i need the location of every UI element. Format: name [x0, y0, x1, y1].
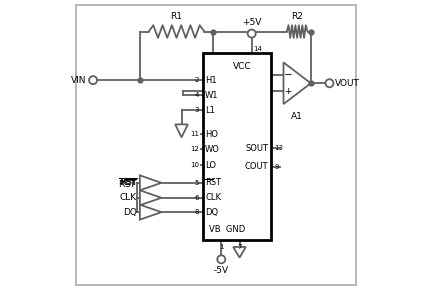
- Text: 14: 14: [253, 46, 262, 52]
- Polygon shape: [233, 247, 246, 258]
- Text: +5V: +5V: [242, 18, 261, 27]
- Text: L1: L1: [205, 106, 215, 115]
- Text: 10: 10: [190, 162, 199, 168]
- Text: -5V: -5V: [214, 266, 229, 275]
- Text: DQ: DQ: [205, 208, 218, 217]
- Text: HO: HO: [205, 130, 218, 139]
- Text: LO: LO: [205, 161, 216, 170]
- Text: VOUT: VOUT: [335, 79, 359, 88]
- Text: R2: R2: [291, 12, 303, 21]
- Text: +: +: [284, 87, 292, 96]
- Text: 7: 7: [237, 244, 242, 250]
- Text: −: −: [284, 70, 292, 80]
- Text: A1: A1: [291, 112, 303, 121]
- Text: 6: 6: [194, 195, 199, 201]
- Text: 2: 2: [195, 77, 199, 83]
- Text: VB  GND: VB GND: [209, 225, 245, 234]
- Text: 3: 3: [194, 107, 199, 113]
- Text: 9: 9: [275, 164, 279, 170]
- Circle shape: [217, 255, 226, 263]
- Polygon shape: [140, 190, 162, 205]
- Text: 11: 11: [190, 131, 199, 137]
- Text: DQ: DQ: [123, 208, 137, 217]
- Circle shape: [325, 79, 334, 87]
- Text: 13: 13: [275, 145, 283, 151]
- Text: RST: RST: [120, 178, 137, 187]
- Text: VCC: VCC: [233, 62, 251, 71]
- Polygon shape: [175, 124, 188, 137]
- Text: CLK: CLK: [205, 193, 221, 202]
- Circle shape: [89, 76, 97, 84]
- Polygon shape: [140, 205, 162, 220]
- Polygon shape: [140, 175, 162, 190]
- Bar: [203, 53, 270, 240]
- Circle shape: [248, 30, 256, 38]
- Text: CLK: CLK: [120, 193, 137, 202]
- Text: R1: R1: [171, 12, 182, 21]
- Text: VIN: VIN: [71, 76, 87, 85]
- Polygon shape: [283, 62, 311, 104]
- Text: 1: 1: [219, 244, 223, 250]
- Text: RST: RST: [205, 178, 221, 187]
- Text: COUT: COUT: [245, 162, 269, 171]
- Text: $\overline{\rm RST}$: $\overline{\rm RST}$: [118, 176, 137, 190]
- Text: 4: 4: [195, 92, 199, 98]
- Text: RST: RST: [119, 178, 137, 187]
- Text: SOUT: SOUT: [245, 144, 269, 153]
- Text: H1: H1: [205, 76, 217, 85]
- Text: 5: 5: [195, 180, 199, 186]
- Text: W1: W1: [205, 90, 219, 99]
- Text: WO: WO: [205, 145, 220, 154]
- Text: 12: 12: [190, 146, 199, 152]
- Text: 8: 8: [194, 209, 199, 215]
